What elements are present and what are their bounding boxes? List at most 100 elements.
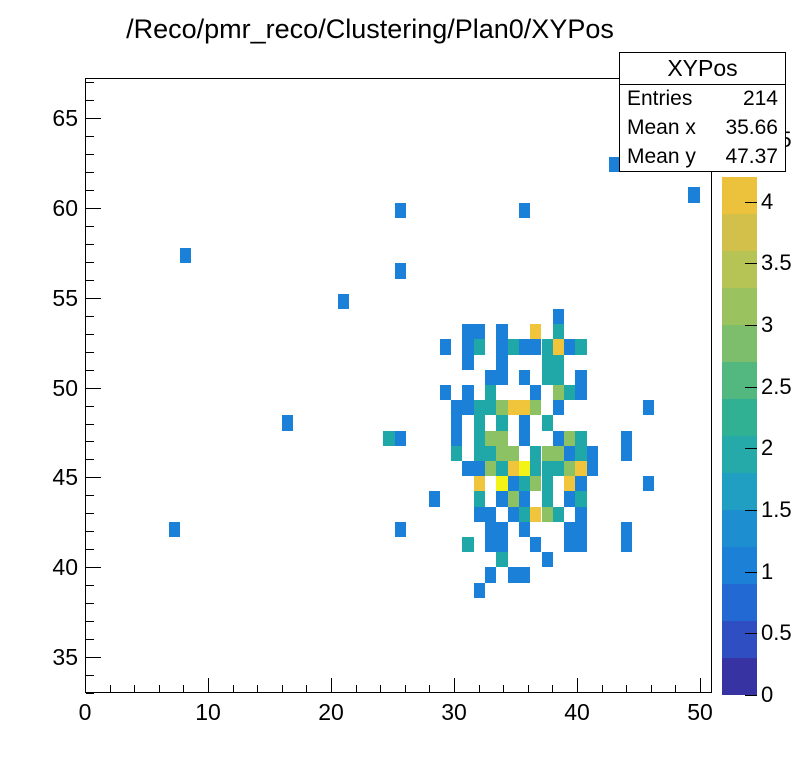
x-axis-minor-tick: [650, 685, 652, 693]
histogram-cell: [485, 461, 497, 477]
x-axis-minor-tick: [355, 685, 357, 693]
y-axis-minor-tick: [86, 693, 94, 694]
histogram-cell: [496, 461, 508, 477]
y-axis-minor-tick: [86, 621, 94, 623]
histogram-cell: [530, 445, 542, 461]
histogram-cell: [541, 476, 553, 492]
stats-label-mean-y: Mean y: [627, 144, 696, 168]
histogram-cell: [485, 430, 497, 446]
x-axis-minor-tick: [404, 685, 406, 693]
y-axis-minor-tick: [86, 441, 94, 443]
histogram-cell: [507, 567, 519, 583]
histogram-cell: [530, 385, 542, 401]
histogram-cell: [552, 309, 565, 325]
histogram-cell: [575, 461, 587, 477]
y-axis-minor-tick: [86, 243, 94, 245]
histogram-cell: [552, 369, 565, 385]
histogram-cell: [507, 445, 519, 461]
histogram-cell: [168, 521, 180, 537]
y-axis-minor-tick: [86, 261, 94, 263]
y-axis-tick-label: 40: [52, 554, 78, 581]
histogram-cell: [518, 461, 531, 477]
histogram-cell: [462, 339, 474, 355]
histogram-cell: [281, 415, 293, 431]
stats-value-mean-y: 47.37: [725, 144, 778, 168]
histogram-cell: [485, 400, 497, 416]
y-axis-minor-tick: [86, 603, 94, 605]
x-axis-minor-tick: [503, 685, 505, 693]
y-axis-minor-tick: [86, 423, 94, 425]
histogram-cell: [496, 324, 508, 340]
histogram-cell: [530, 506, 542, 522]
y-axis-minor-tick: [86, 279, 94, 281]
histogram-cell: [541, 506, 553, 522]
stats-title: XYPos: [620, 53, 785, 85]
y-axis-minor-tick: [86, 495, 94, 497]
histogram-cell: [496, 476, 508, 492]
y-axis-minor-tick: [86, 513, 94, 515]
x-axis-tick-label: 40: [564, 699, 590, 725]
plot-title: /Reco/pmr_reco/Clustering/Plan0/XYPos: [126, 14, 614, 44]
histogram-cell: [473, 445, 485, 461]
histogram-cell: [530, 324, 542, 340]
histogram-cell: [518, 506, 531, 522]
histogram-cell: [496, 552, 508, 568]
y-axis-minor-tick: [86, 675, 94, 676]
stats-row-mean-x: Mean x 35.66: [620, 114, 785, 143]
histogram-cell: [439, 339, 452, 355]
histogram-cell: [518, 430, 531, 446]
histogram-cell: [518, 339, 531, 355]
histogram-cell: [575, 476, 587, 492]
y-axis-minor-tick: [86, 549, 94, 551]
x-axis-minor-tick: [478, 685, 480, 693]
color-scale-tick: [745, 325, 757, 326]
x-axis-major-tick: [208, 678, 209, 693]
color-scale-tick: [745, 633, 757, 635]
histogram-cell: [428, 491, 440, 507]
color-scale-tick-label: 1.5: [761, 497, 792, 522]
y-axis-minor-tick: [86, 135, 94, 137]
color-scale-tick: [745, 571, 757, 573]
histogram-cell: [473, 324, 485, 340]
color-scale-tick-label: 1: [761, 558, 774, 584]
histogram-cell: [462, 461, 474, 477]
x-axis-minor-tick: [281, 685, 283, 693]
histogram-cell: [552, 430, 565, 446]
histogram-cell: [530, 537, 542, 553]
histogram-cell: [609, 157, 621, 173]
histogram-cell: [496, 339, 508, 355]
y-axis-major-tick: [86, 567, 101, 569]
y-axis-major-tick: [86, 477, 101, 479]
x-axis-tick-label: 30: [441, 699, 467, 725]
histogram-cell: [564, 461, 576, 477]
histogram-cell: [496, 445, 508, 461]
histogram-cell: [541, 354, 553, 370]
histogram-cell: [451, 415, 463, 431]
y-axis-tick-label: 50: [52, 374, 78, 401]
y-axis-tick-label: 55: [52, 284, 78, 311]
color-scale-tick-label: 4: [761, 188, 774, 214]
histogram-cell: [575, 537, 587, 553]
histogram-cell: [462, 537, 474, 553]
stats-label-mean-x: Mean x: [627, 116, 696, 139]
histogram-cell: [394, 202, 406, 218]
y-axis-minor-tick: [86, 639, 94, 641]
histogram-cell: [518, 202, 531, 218]
histogram-cell: [518, 476, 531, 492]
histogram-cell: [485, 506, 497, 522]
histogram-cell: [496, 537, 508, 553]
histogram-cell: [496, 491, 508, 507]
y-axis-minor-tick: [86, 171, 94, 173]
histogram-cell: [485, 567, 497, 583]
x-axis-tick-label: 10: [195, 699, 221, 725]
x-axis-major-tick: [85, 678, 86, 693]
y-axis-major-tick: [86, 657, 101, 659]
stats-row-mean-y: Mean y 47.37: [620, 142, 785, 171]
histogram-cell: [451, 400, 463, 416]
x-axis-minor-tick: [675, 685, 677, 693]
plot-frame[interactable]: [85, 78, 712, 693]
histogram-cell: [507, 461, 519, 477]
histogram-cell: [462, 354, 474, 370]
